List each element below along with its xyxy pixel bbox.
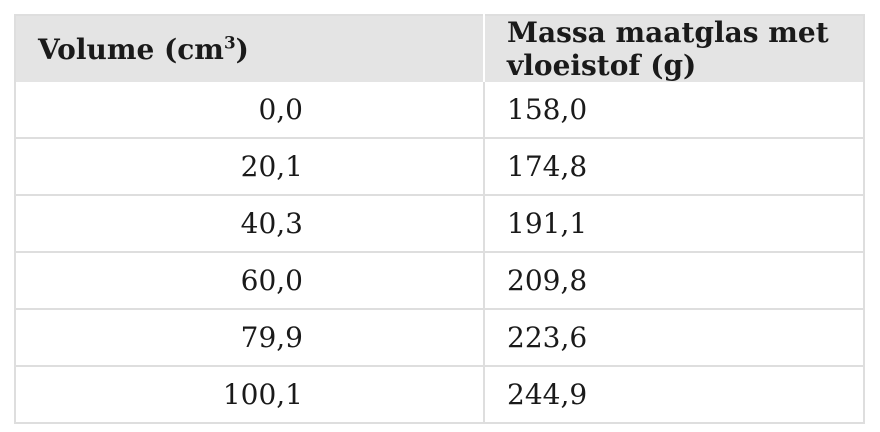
volume-cell: 40,3	[15, 194, 485, 252]
data-table: Volume (cm3) Massa maatglas met vloeisto…	[14, 14, 865, 424]
mass-cell: 223,6	[484, 308, 864, 366]
table-row: 0,0 158,0	[15, 82, 864, 138]
table-row: 100,1 244,9	[15, 365, 864, 423]
volume-cell: 60,0	[15, 251, 485, 309]
volume-cell: 79,9	[15, 308, 485, 366]
header-volume: Volume (cm3)	[15, 15, 485, 82]
table-row: 79,9 223,6	[15, 308, 864, 366]
mass-cell: 244,9	[484, 365, 864, 423]
volume-cell: 20,1	[15, 137, 485, 195]
volume-cell: 100,1	[15, 365, 485, 423]
volume-cell: 0,0	[15, 82, 485, 138]
mass-cell: 174,8	[484, 137, 864, 195]
table-body: 0,0 158,0 20,1 174,8 40,3 191,1 60,0 209…	[15, 82, 864, 423]
mass-cell: 191,1	[484, 194, 864, 252]
table-row: 20,1 174,8	[15, 137, 864, 195]
header-row: Volume (cm3) Massa maatglas met vloeisto…	[15, 15, 864, 82]
table-row: 60,0 209,8	[15, 251, 864, 309]
table-row: 40,3 191,1	[15, 194, 864, 252]
mass-cell: 209,8	[484, 251, 864, 309]
header-mass: Massa maatglas met vloeistof (g)	[484, 15, 864, 82]
header-volume-close: )	[235, 32, 249, 66]
header-volume-exponent: 3	[223, 32, 236, 53]
table-header: Volume (cm3) Massa maatglas met vloeisto…	[15, 15, 864, 82]
header-volume-label: Volume (cm	[38, 32, 224, 66]
mass-cell: 158,0	[507, 93, 588, 126]
